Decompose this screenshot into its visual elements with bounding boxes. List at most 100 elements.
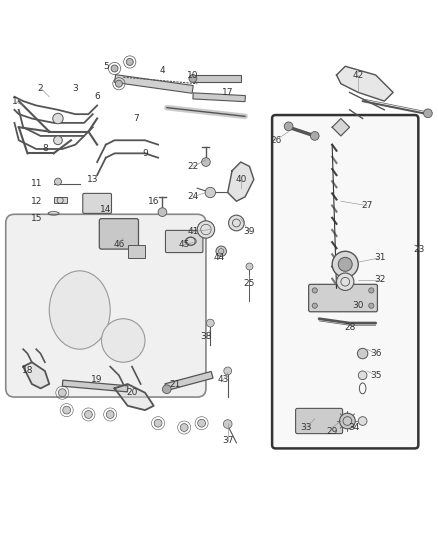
Circle shape [189,75,197,83]
Circle shape [198,419,205,427]
Circle shape [154,419,162,427]
FancyBboxPatch shape [272,115,418,448]
Circle shape [223,419,232,429]
Circle shape [53,114,63,124]
Circle shape [205,187,215,198]
Bar [62,380,128,392]
Bar [193,93,245,102]
Text: 8: 8 [42,144,48,154]
Text: 43: 43 [218,375,229,384]
Circle shape [339,413,355,429]
Circle shape [102,319,145,362]
Text: 34: 34 [348,423,360,432]
Text: 44: 44 [213,253,225,262]
Circle shape [206,319,214,327]
Text: 11: 11 [31,179,42,188]
Text: 41: 41 [187,227,198,236]
Text: 26: 26 [270,136,281,145]
Circle shape [158,208,167,216]
Text: 16: 16 [148,197,159,206]
Text: 32: 32 [374,275,386,284]
Ellipse shape [49,271,110,349]
Text: 21: 21 [170,379,181,389]
Text: 40: 40 [235,175,247,184]
Text: 13: 13 [87,175,99,184]
Polygon shape [228,162,254,201]
Circle shape [53,136,62,144]
Circle shape [85,410,92,418]
Text: 39: 39 [244,227,255,236]
Bar [165,372,213,391]
Circle shape [336,273,354,290]
Text: 46: 46 [113,240,124,249]
Circle shape [63,406,71,414]
Text: 28: 28 [344,323,355,332]
Text: 24: 24 [187,192,198,201]
Polygon shape [115,384,154,410]
Circle shape [216,246,226,256]
Circle shape [111,65,118,72]
Circle shape [332,251,358,277]
Text: 37: 37 [222,436,233,445]
Text: 23: 23 [413,245,425,254]
FancyBboxPatch shape [83,193,112,213]
Circle shape [246,263,253,270]
FancyBboxPatch shape [6,214,206,397]
Circle shape [58,389,66,397]
Circle shape [54,178,61,185]
Bar [115,75,193,93]
Text: 7: 7 [134,114,139,123]
Text: 9: 9 [142,149,148,158]
Text: 20: 20 [126,388,138,397]
Circle shape [229,215,244,231]
Circle shape [369,288,374,293]
Text: 17: 17 [222,88,233,97]
Text: 5: 5 [103,62,109,71]
Circle shape [284,122,293,131]
Text: 12: 12 [31,197,42,206]
Text: 30: 30 [353,301,364,310]
FancyBboxPatch shape [99,219,138,249]
Circle shape [358,417,367,425]
Polygon shape [336,66,393,101]
Circle shape [162,385,171,393]
Circle shape [338,257,352,271]
Circle shape [197,221,215,238]
Text: 15: 15 [31,214,42,223]
Text: 31: 31 [374,253,386,262]
Circle shape [201,158,210,166]
Text: 35: 35 [370,371,381,380]
Text: 38: 38 [200,332,212,341]
Circle shape [126,59,133,66]
Text: 27: 27 [361,201,373,210]
Circle shape [312,288,318,293]
Circle shape [312,303,318,308]
Text: 25: 25 [244,279,255,288]
Text: 4: 4 [159,66,165,75]
Text: 1: 1 [11,96,18,106]
Bar [127,245,145,258]
FancyBboxPatch shape [296,408,343,434]
Text: 45: 45 [179,240,190,249]
Polygon shape [23,362,49,389]
Text: 36: 36 [370,349,381,358]
FancyBboxPatch shape [166,230,203,253]
FancyBboxPatch shape [309,284,378,312]
Text: 18: 18 [22,367,33,375]
Bar [193,75,241,82]
Circle shape [180,424,188,431]
Text: 14: 14 [100,205,112,214]
Text: 19: 19 [92,375,103,384]
Text: 29: 29 [326,427,338,437]
Text: 3: 3 [73,84,78,93]
Circle shape [369,303,374,308]
Bar [53,197,67,204]
Circle shape [106,410,114,418]
Circle shape [358,371,367,379]
Text: 10: 10 [187,70,199,79]
Text: 6: 6 [94,92,100,101]
Text: 22: 22 [187,162,198,171]
Circle shape [424,109,432,118]
Circle shape [311,132,319,140]
Text: 2: 2 [38,84,43,93]
